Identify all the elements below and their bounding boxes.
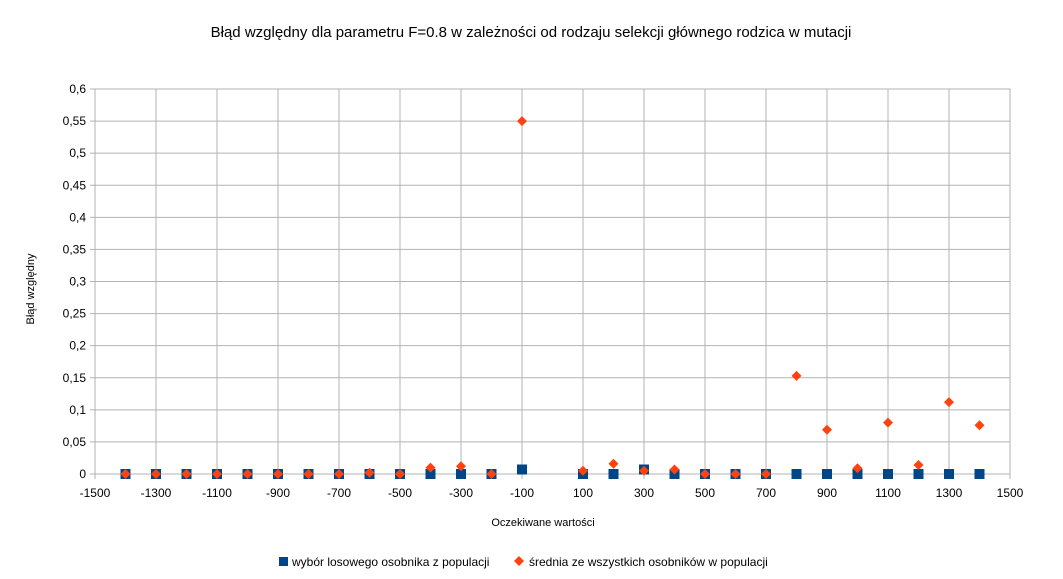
legend-entry-series-1: wybór losowego osobnika z populacji — [291, 555, 489, 569]
point-series-2 — [761, 469, 771, 479]
point-series-2 — [913, 460, 924, 471]
point-series-1 — [425, 469, 436, 479]
point-series-2 — [395, 469, 405, 479]
y-axis-label: Błąd względny — [25, 253, 37, 324]
point-series-2 — [822, 424, 832, 435]
y-tick-label: 0,4 — [69, 210, 86, 224]
x-tick-label: 1300 — [936, 486, 963, 500]
y-tick-label: 0 — [79, 467, 86, 481]
y-tick-label: 0,3 — [69, 275, 86, 289]
x-tick-label: -100 — [510, 486, 534, 500]
point-series-2 — [151, 469, 161, 479]
x-tick-label: 500 — [695, 486, 715, 500]
point-series-2 — [578, 465, 588, 476]
point-series-2 — [181, 469, 192, 479]
x-tick-label: -700 — [327, 486, 351, 500]
x-tick-label: -500 — [388, 486, 412, 500]
point-series-1 — [913, 469, 924, 479]
data-points — [120, 116, 985, 479]
legend-entry-series-2: średnia ze wszystkich osobników w popula… — [529, 555, 768, 569]
x-tick-label: -1500 — [80, 486, 111, 500]
point-series-2 — [974, 420, 985, 431]
y-tick-label: 0,5 — [69, 146, 86, 160]
point-series-2 — [242, 469, 253, 479]
point-series-2 — [883, 417, 893, 428]
x-tick-label: -1100 — [202, 486, 232, 500]
legend-marker-square — [279, 557, 288, 566]
point-series-2 — [486, 469, 497, 479]
point-series-2 — [944, 397, 954, 408]
point-series-2 — [730, 469, 741, 479]
y-tick-label: 0,55 — [63, 114, 87, 128]
x-tick-label: 300 — [634, 486, 654, 500]
y-tick-label: 0,15 — [63, 371, 87, 385]
x-axis-tick-labels: -1500 -1300 -1100 -900 -700 -500 -300 -100 100 30… — [80, 486, 1024, 500]
point-series-1 — [791, 469, 802, 479]
y-tick-label: 0,05 — [63, 435, 87, 449]
point-series-2 — [273, 469, 283, 479]
x-tick-label: 1100 — [875, 486, 901, 500]
x-tick-label: -900 — [266, 486, 290, 500]
x-tick-label: -1300 — [141, 486, 172, 500]
plot-area-border — [94, 88, 1011, 475]
y-tick-label: 0,2 — [69, 339, 86, 353]
y-tick-label: 0,6 — [69, 82, 86, 96]
point-series-1 — [974, 469, 985, 479]
point-series-2 — [669, 464, 680, 475]
legend: wybór losowego osobnika z populacji śred… — [279, 555, 768, 569]
point-series-1 — [456, 469, 466, 479]
point-series-2 — [639, 465, 649, 476]
point-series-2 — [852, 463, 863, 474]
x-tick-label: 100 — [573, 486, 593, 500]
chart-title: Błąd względny dla parametru F=0.8 w zale… — [211, 24, 852, 41]
point-series-2 — [456, 461, 466, 472]
point-series-2 — [425, 462, 436, 473]
point-series-1 — [608, 469, 619, 479]
y-tick-label: 0,25 — [63, 307, 87, 321]
point-series-2 — [700, 469, 710, 479]
x-tick-label: 700 — [756, 486, 776, 500]
x-tick-label: 900 — [817, 486, 837, 500]
point-series-2 — [303, 469, 314, 479]
point-series-1 — [852, 469, 863, 479]
x-tick-label: -300 — [449, 486, 473, 500]
point-series-1 — [517, 464, 527, 475]
x-axis-label: Oczekiwane wartości — [491, 517, 594, 529]
x-tick-label: 1500 — [997, 486, 1024, 500]
point-series-1 — [822, 469, 832, 479]
point-series-2 — [608, 458, 619, 469]
y-tick-label: 0,45 — [63, 178, 87, 192]
point-series-2 — [364, 467, 375, 478]
point-series-2 — [334, 469, 344, 479]
y-axis-tick-labels: 0 0,05 0,1 0,15 0,2 0,25 0,3 0,35 0,4 0,45 0,5 0,55… — [63, 82, 87, 481]
y-tick-label: 0,35 — [63, 242, 87, 256]
point-series-1 — [944, 469, 954, 479]
grid-lines — [90, 88, 1011, 479]
point-series-2 — [791, 370, 802, 381]
legend-marker-diamond — [514, 556, 524, 566]
point-series-2 — [212, 469, 222, 479]
point-series-2 — [517, 116, 527, 127]
y-tick-label: 0,1 — [69, 403, 86, 417]
point-series-2 — [120, 469, 131, 479]
point-series-1 — [883, 469, 893, 479]
